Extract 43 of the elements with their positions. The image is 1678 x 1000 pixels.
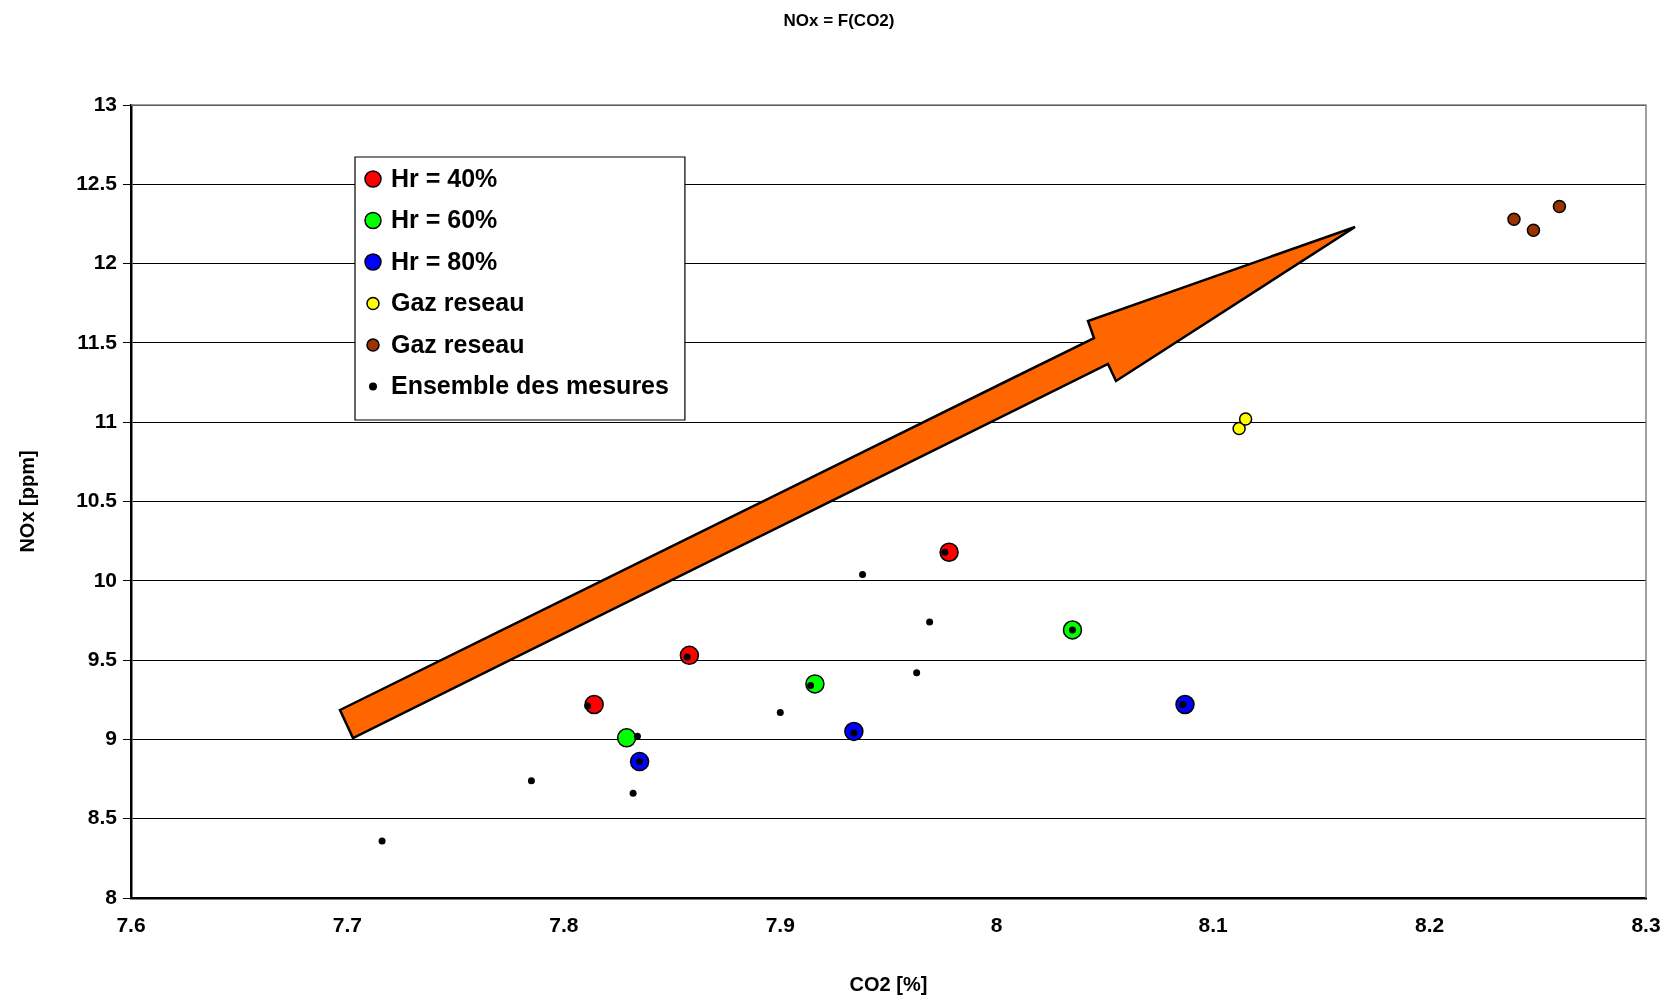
x-tick-label: 8 bbox=[990, 913, 1003, 937]
point bbox=[1552, 199, 1567, 214]
point bbox=[926, 618, 934, 626]
legend-label: Hr = 60% bbox=[391, 205, 498, 234]
point bbox=[527, 777, 535, 785]
x-tick-label: 8.2 bbox=[1414, 913, 1445, 937]
point bbox=[633, 732, 641, 740]
x-tick-label: 7.6 bbox=[116, 913, 146, 937]
y-tick-label: 12 bbox=[93, 250, 117, 274]
point bbox=[629, 789, 637, 797]
y-axis-title: NOx [ppm] bbox=[15, 450, 38, 553]
point bbox=[776, 708, 784, 716]
point bbox=[584, 702, 592, 710]
y-tick-label: 13 bbox=[93, 91, 117, 115]
chart-title: NOx = F(CO2) bbox=[783, 10, 895, 30]
legend-label: Hr = 80% bbox=[391, 246, 498, 275]
legend-label: Gaz reseau bbox=[391, 288, 525, 317]
y-tick-label: 9.5 bbox=[87, 646, 118, 670]
y-tick-label: 11 bbox=[94, 409, 118, 432]
legend-label: Ensemble des mesures bbox=[391, 371, 669, 400]
y-tick-label: 8 bbox=[105, 884, 118, 908]
point bbox=[1507, 212, 1521, 226]
x-axis-title: CO2 [%] bbox=[849, 972, 928, 995]
y-tick-label: 10 bbox=[93, 567, 117, 591]
x-tick-label: 7.7 bbox=[332, 913, 363, 937]
y-tick-label: 12.5 bbox=[76, 171, 118, 195]
x-tick-label: 7.9 bbox=[765, 913, 795, 937]
y-tick-label: 9 bbox=[105, 726, 117, 750]
point bbox=[1238, 412, 1253, 426]
legend-label: Gaz reseau bbox=[391, 329, 525, 358]
point bbox=[913, 669, 921, 677]
x-tick-label: 7.8 bbox=[549, 913, 579, 937]
y-tick-label: 11.5 bbox=[77, 329, 118, 353]
legend-label: Hr = 40% bbox=[391, 163, 498, 192]
y-tick-label: 10.5 bbox=[76, 488, 118, 512]
x-tick-label: 8.1 bbox=[1198, 913, 1229, 937]
point bbox=[378, 837, 386, 845]
point bbox=[1232, 421, 1246, 436]
x-tick-label: 8.3 bbox=[1631, 913, 1661, 937]
point bbox=[859, 570, 867, 578]
point bbox=[1526, 223, 1541, 238]
y-tick-label: 8.5 bbox=[87, 805, 118, 829]
point bbox=[616, 728, 637, 748]
